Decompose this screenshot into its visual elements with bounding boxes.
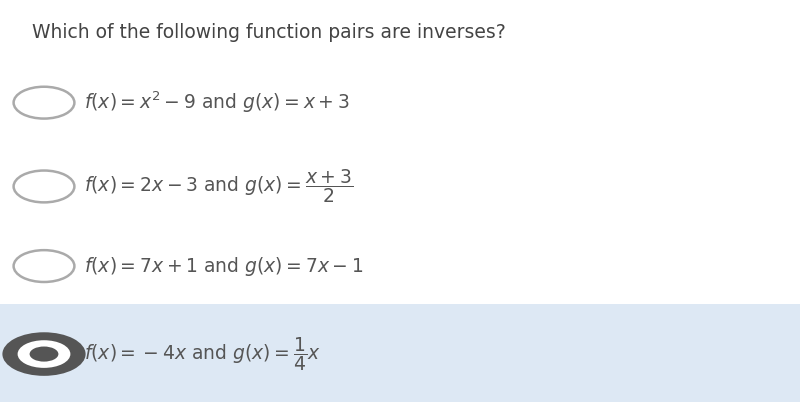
Circle shape bbox=[18, 340, 70, 368]
Circle shape bbox=[2, 332, 86, 376]
Text: Which of the following function pairs are inverses?: Which of the following function pairs ar… bbox=[32, 23, 506, 42]
FancyBboxPatch shape bbox=[0, 304, 800, 402]
Text: $f(x) = x^2 - 9$ and $g(x) = x + 3$: $f(x) = x^2 - 9$ and $g(x) = x + 3$ bbox=[84, 90, 350, 115]
Circle shape bbox=[30, 347, 58, 362]
Text: $f(x) = -4x$ and $g(x) = \dfrac{1}{4}x$: $f(x) = -4x$ and $g(x) = \dfrac{1}{4}x$ bbox=[84, 335, 321, 373]
Text: $f(x) = 7x + 1$ and $g(x) = 7x - 1$: $f(x) = 7x + 1$ and $g(x) = 7x - 1$ bbox=[84, 255, 363, 277]
Text: $f(x) = 2x - 3$ and $g(x) = \dfrac{x+3}{2}$: $f(x) = 2x - 3$ and $g(x) = \dfrac{x+3}{… bbox=[84, 168, 353, 205]
